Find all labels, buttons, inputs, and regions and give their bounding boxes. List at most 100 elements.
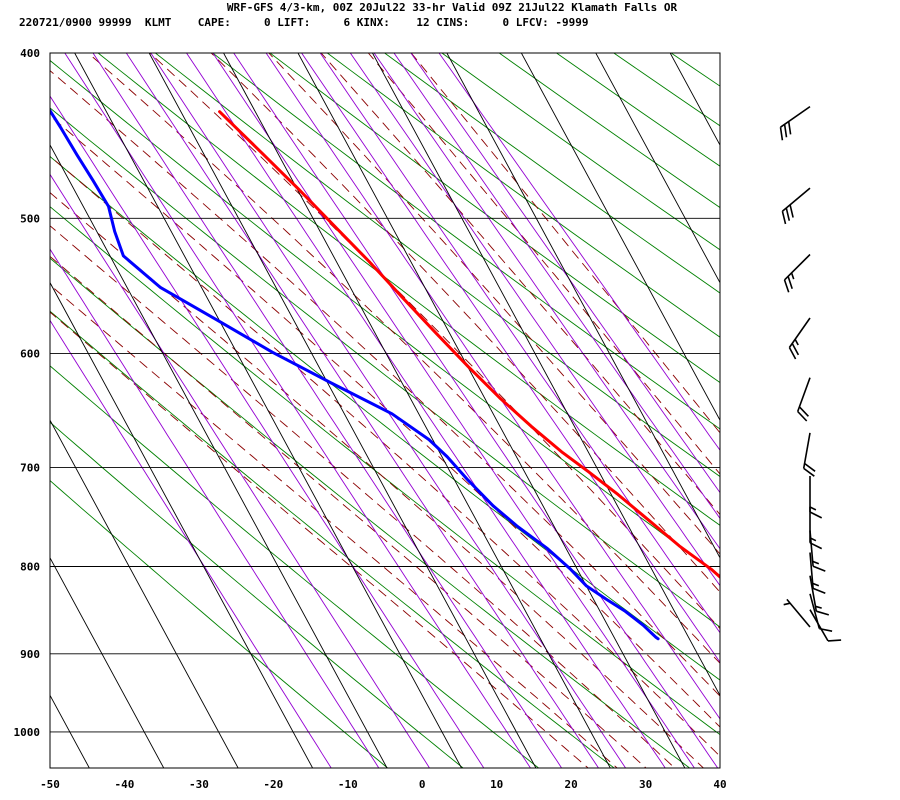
dry-adiabat-line bbox=[50, 479, 389, 768]
isotherm-line bbox=[223, 53, 611, 768]
isotherm-line bbox=[595, 53, 720, 284]
y-tick-label: 900 bbox=[20, 648, 40, 661]
dry-adiabat-line bbox=[154, 53, 720, 478]
chart-subtitle: 220721/0900 99999 KLMT CAPE: 0 LIFT: 6 K… bbox=[19, 16, 589, 29]
mixing-ratio-line bbox=[373, 53, 720, 550]
y-axis-tick-labels: 400 500 600 700 800 900 1000 bbox=[14, 47, 41, 739]
dry-adiabat-line bbox=[441, 53, 720, 251]
wind-barb bbox=[809, 530, 826, 572]
dry-adiabats bbox=[50, 15, 900, 782]
dry-adiabat-line bbox=[383, 53, 720, 294]
isotherm-line bbox=[74, 53, 463, 768]
moist-adiabat-line bbox=[50, 155, 720, 757]
isotherm-line bbox=[50, 144, 388, 768]
mixing-ratio-line bbox=[349, 53, 720, 587]
dry-adiabat-line bbox=[50, 59, 720, 577]
x-tick-label: 0 bbox=[419, 778, 426, 791]
moist-adiabat-line bbox=[50, 115, 720, 728]
moist-adiabat-line bbox=[87, 53, 720, 664]
x-tick-label: 20 bbox=[564, 778, 577, 791]
y-tick-label: 500 bbox=[20, 212, 40, 225]
dry-adiabat-line bbox=[50, 365, 540, 768]
dry-adiabat-line bbox=[50, 257, 691, 768]
mixing-ratio-line bbox=[92, 53, 563, 768]
mixing-ratio-line bbox=[410, 53, 720, 494]
wind-barb bbox=[809, 609, 842, 642]
dry-adiabat-line bbox=[269, 53, 720, 384]
x-axis-tick-labels: -50 -40 -30 -20 -10 0 10 20 30 40 bbox=[40, 778, 727, 791]
isotherm-line bbox=[50, 556, 165, 768]
mixing-ratio-line bbox=[50, 95, 485, 768]
x-tick-label: -40 bbox=[114, 778, 134, 791]
moist-adiabat-line bbox=[50, 255, 647, 768]
wind-barb bbox=[781, 187, 811, 225]
x-tick-label: 40 bbox=[713, 778, 726, 791]
mixing-ratio-line bbox=[64, 53, 532, 768]
dry-adiabat-line bbox=[728, 15, 900, 782]
moist-adiabat-line bbox=[50, 225, 676, 768]
isotherm-line bbox=[669, 53, 720, 147]
dry-adiabat-line bbox=[613, 53, 720, 127]
y-tick-label: 400 bbox=[20, 47, 40, 60]
mixing-ratio-line bbox=[301, 53, 720, 664]
moist-adiabat-line bbox=[210, 53, 720, 593]
x-tick-label: -10 bbox=[338, 778, 358, 791]
mixing-ratio-line bbox=[319, 53, 720, 634]
y-tick-label: 700 bbox=[20, 462, 40, 475]
dry-adiabat-line bbox=[498, 53, 720, 209]
isotherm-line bbox=[50, 694, 90, 768]
moist-adiabat-line bbox=[50, 192, 705, 768]
mixing-ratio-line bbox=[125, 53, 600, 768]
isotherm-line bbox=[371, 53, 720, 697]
mixing-ratio-line bbox=[50, 248, 380, 768]
wind-barb bbox=[779, 105, 811, 141]
mixing-ratio-lines bbox=[50, 53, 720, 768]
dry-adiabat-line bbox=[555, 53, 720, 167]
y-tick-label: 600 bbox=[20, 347, 40, 360]
isotherm-line bbox=[446, 53, 720, 559]
wind-barb bbox=[809, 552, 826, 594]
y-tick-label: 1000 bbox=[14, 726, 41, 739]
temperature-profile bbox=[218, 110, 720, 580]
x-tick-label: -30 bbox=[189, 778, 209, 791]
wind-barb bbox=[783, 598, 811, 628]
dry-adiabat-line bbox=[97, 53, 720, 526]
dry-adiabat-line bbox=[50, 155, 720, 681]
wind-barb bbox=[809, 575, 830, 616]
isotherm-line bbox=[520, 53, 720, 422]
isotherm-line bbox=[50, 419, 239, 768]
sounding-profiles bbox=[50, 107, 720, 641]
dewpoint-profile bbox=[50, 107, 660, 641]
x-tick-label: 30 bbox=[639, 778, 652, 791]
moist-adiabat-line bbox=[50, 284, 618, 768]
dry-adiabat-line bbox=[50, 310, 615, 768]
isotherms bbox=[0, 15, 720, 782]
y-tick-label: 800 bbox=[20, 561, 40, 574]
dry-adiabat-line bbox=[670, 53, 720, 87]
dry-adiabat-line bbox=[50, 421, 464, 768]
mixing-ratio-line bbox=[265, 53, 720, 720]
moist-adiabat-line bbox=[50, 311, 589, 768]
mixing-ratio-line bbox=[50, 173, 431, 768]
x-tick-label: -50 bbox=[40, 778, 60, 791]
plot-frame bbox=[49, 52, 721, 769]
mixing-ratio-line bbox=[233, 53, 719, 768]
moist-adiabats bbox=[50, 53, 720, 768]
dry-adiabat-line bbox=[211, 53, 720, 430]
x-tick-label: -20 bbox=[263, 778, 283, 791]
wind-barb bbox=[788, 317, 811, 360]
wind-barb bbox=[783, 253, 811, 293]
mixing-ratio-line bbox=[438, 53, 720, 451]
mixing-ratio-line bbox=[150, 53, 627, 768]
moist-adiabat-line bbox=[410, 53, 720, 434]
dry-adiabat-line bbox=[50, 206, 720, 736]
wind-barb bbox=[802, 432, 816, 477]
isobars bbox=[50, 52, 720, 733]
wind-barb bbox=[809, 476, 823, 519]
dry-adiabat-line bbox=[50, 107, 720, 628]
mixing-ratio-line bbox=[50, 319, 332, 768]
isotherm-line bbox=[0, 15, 22, 782]
moist-adiabat-line bbox=[50, 70, 720, 697]
moist-adiabat-line bbox=[367, 53, 720, 475]
